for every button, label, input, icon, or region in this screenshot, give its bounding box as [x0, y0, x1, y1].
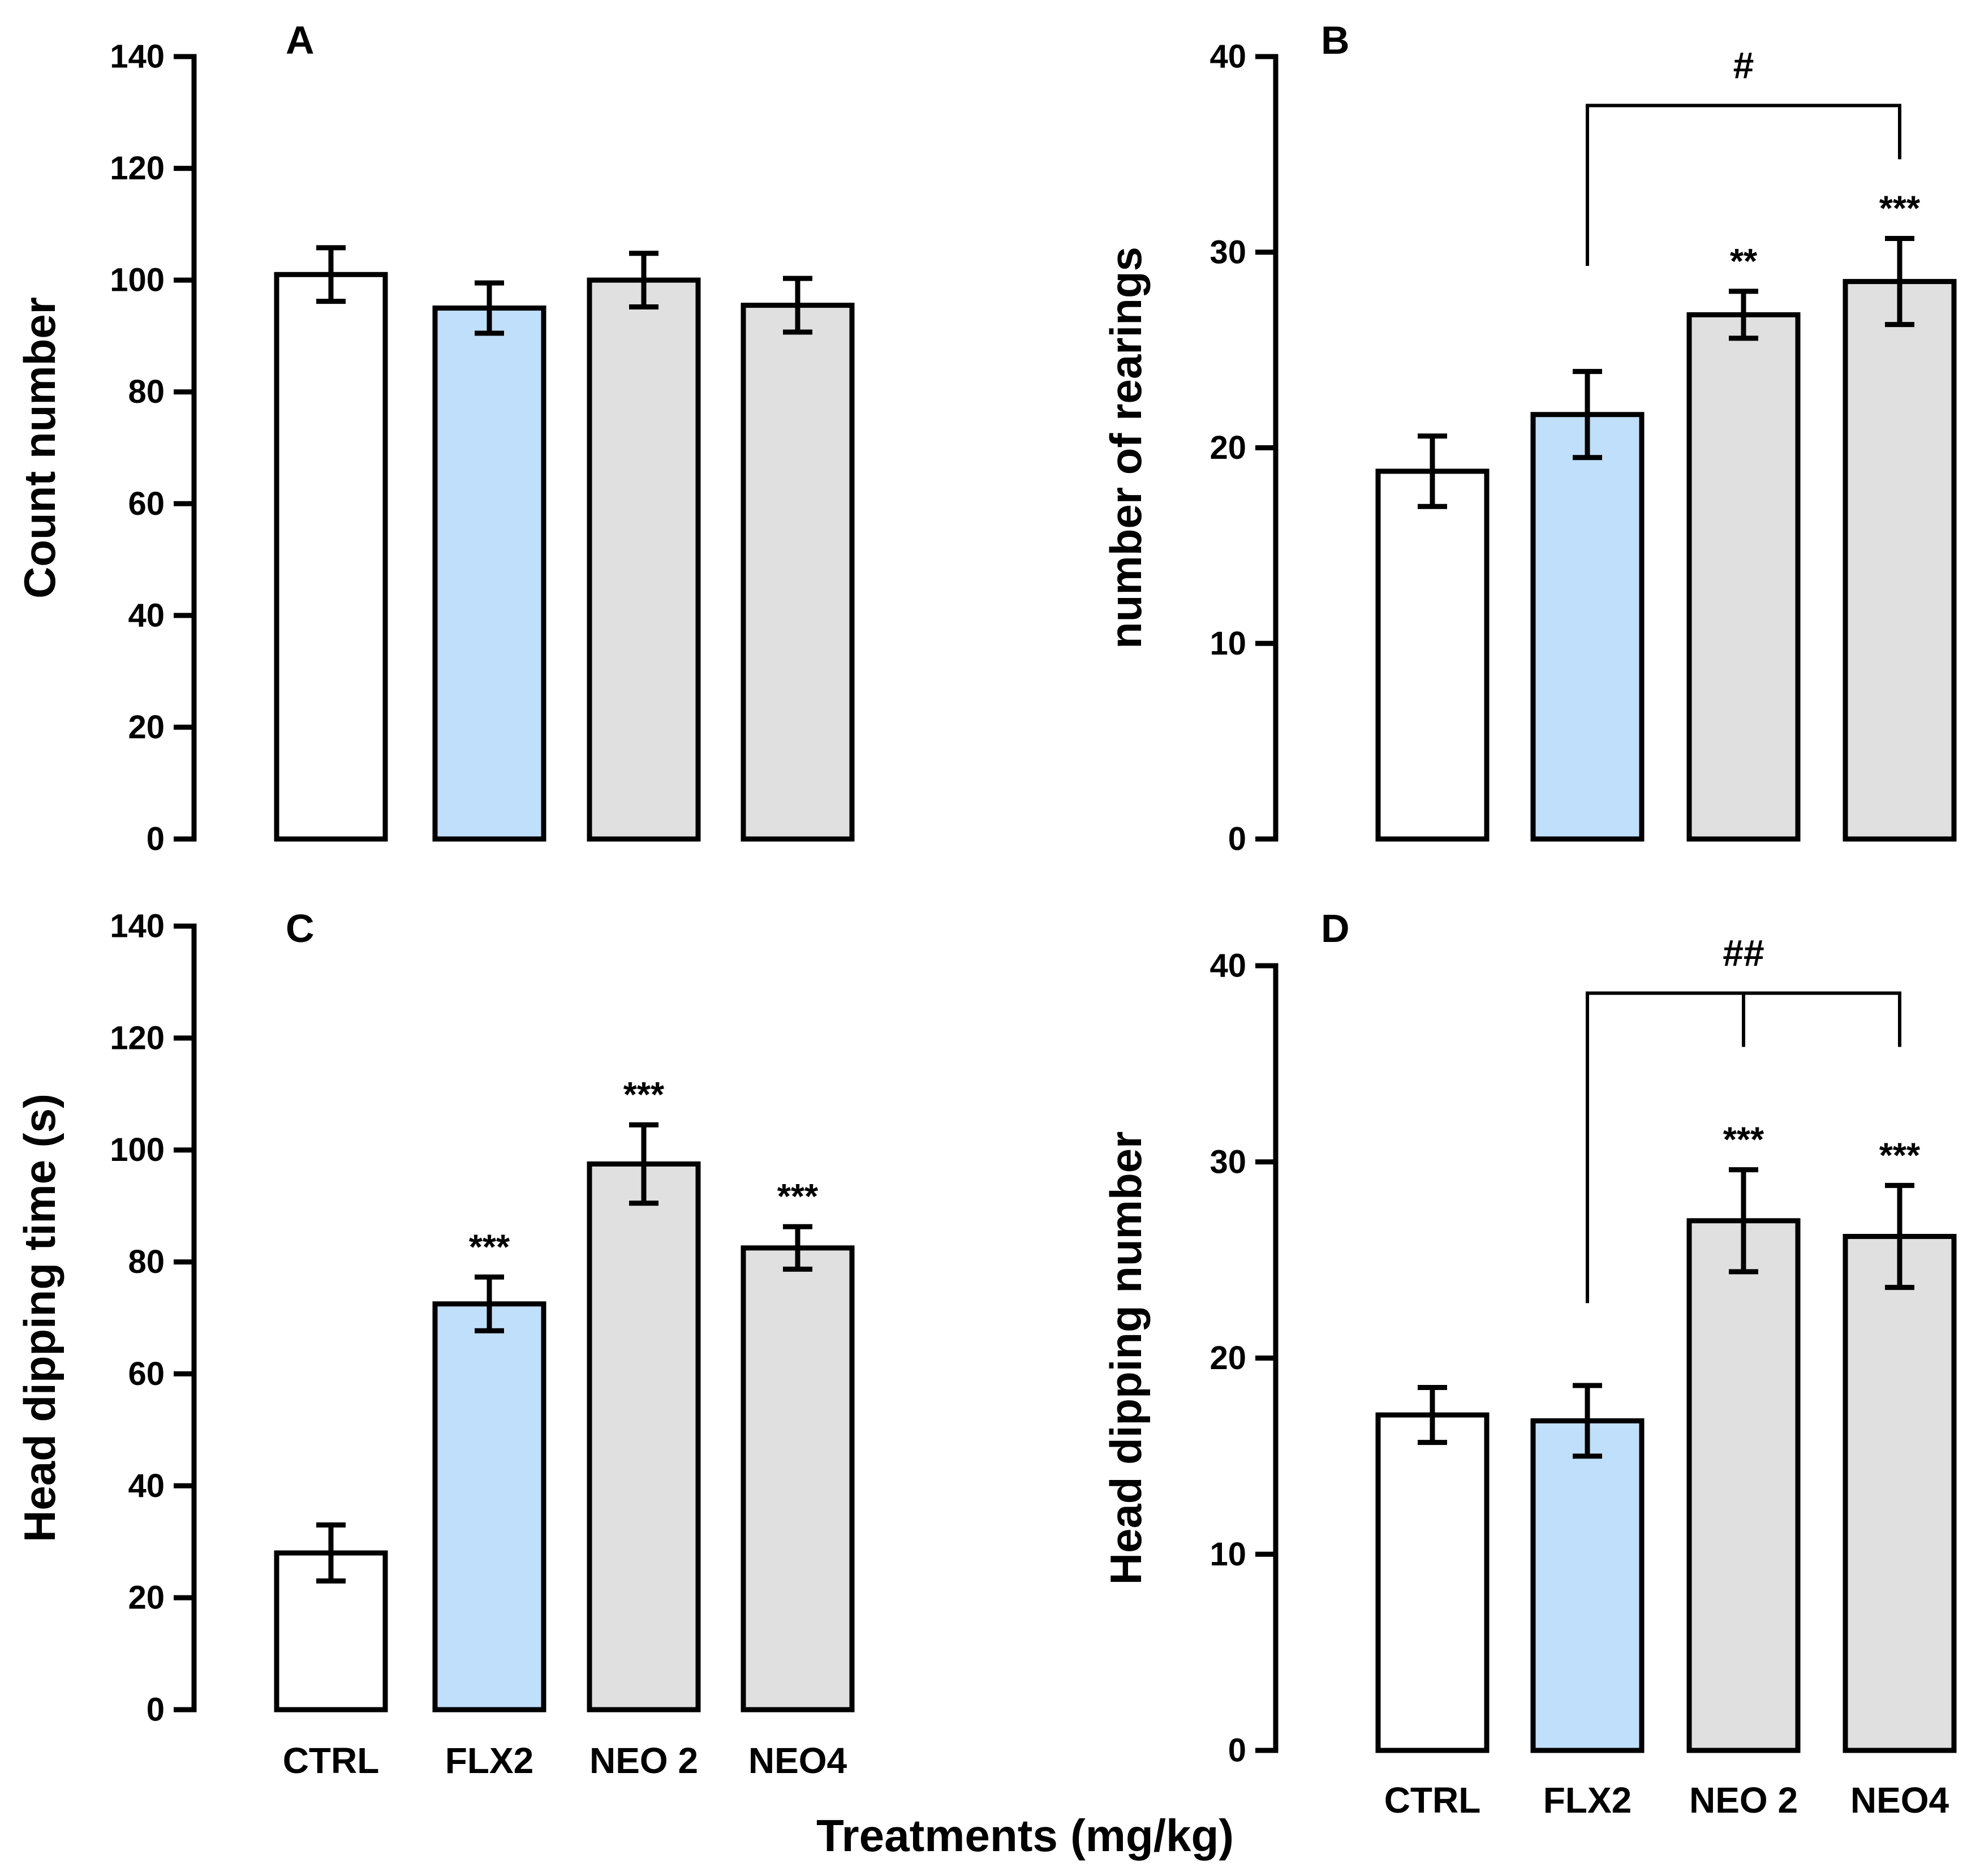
significance-label: *** — [1723, 1121, 1764, 1160]
bar — [1530, 1418, 1645, 1753]
significance-label: *** — [777, 1177, 819, 1216]
significance-label: *** — [1879, 190, 1921, 229]
bar — [1843, 1234, 1957, 1753]
bar — [1375, 1412, 1490, 1753]
category-label: FLX2 — [445, 1740, 533, 1781]
y-tick-label: 40 — [128, 597, 165, 634]
y-tick-label: 120 — [110, 150, 165, 187]
bar — [741, 303, 855, 842]
y-tick-label: 40 — [1209, 38, 1246, 75]
significance-label: *** — [469, 1228, 510, 1267]
category-label: NEO 2 — [1689, 1780, 1798, 1821]
y-tick-label: 80 — [128, 373, 165, 410]
bar — [587, 1161, 701, 1713]
significance-label: *** — [623, 1075, 665, 1115]
category-label: NEO4 — [748, 1740, 847, 1781]
bar — [432, 306, 546, 842]
y-tick-label: 0 — [1228, 821, 1246, 858]
y-axis-title: number of rearings — [1101, 247, 1151, 649]
y-tick-label: 60 — [128, 1356, 165, 1392]
y-tick-label: 60 — [128, 485, 165, 522]
y-tick-label: 140 — [110, 908, 165, 945]
category-label: NEO4 — [1850, 1780, 1949, 1821]
y-tick-label: 30 — [1209, 1143, 1246, 1180]
y-tick-label: 40 — [1209, 948, 1246, 984]
y-tick-label: 10 — [1209, 625, 1246, 662]
panel-letter: C — [286, 906, 315, 950]
y-tick-label: 0 — [1228, 1732, 1246, 1769]
bar — [1530, 412, 1645, 842]
bracket-label: # — [1733, 44, 1754, 86]
y-tick-label: 10 — [1209, 1536, 1246, 1573]
y-tick-label: 100 — [110, 1131, 165, 1168]
x-axis-title: Treatments (mg/kg) — [816, 1810, 1234, 1861]
y-tick-label: 30 — [1209, 234, 1246, 270]
y-axis-title: Count number — [15, 297, 64, 599]
y-axis-title: Head dipping number — [1101, 1131, 1151, 1585]
significance-label: ** — [1730, 242, 1758, 281]
bar — [1375, 468, 1490, 842]
y-tick-label: 0 — [147, 1692, 165, 1728]
panel-letter: D — [1321, 906, 1350, 950]
y-tick-label: 100 — [110, 262, 165, 299]
y-tick-label: 20 — [128, 709, 165, 746]
significance-label: *** — [1879, 1136, 1921, 1175]
bar — [1686, 312, 1801, 842]
category-label: FLX2 — [1543, 1780, 1632, 1821]
y-tick-label: 140 — [110, 38, 165, 75]
y-tick-label: 0 — [147, 821, 165, 858]
panel-c: C Head dipping time (s) 0 20 40 60 80 100 120 140… — [15, 906, 855, 1781]
panel-letter: A — [286, 18, 315, 62]
y-tick-label: 20 — [1209, 1340, 1246, 1376]
bracket-label: ## — [1723, 932, 1764, 974]
bar — [587, 277, 701, 842]
panel-d: D Head dipping number 0 10 20 30 40 CTRL FLX2 ***… — [1101, 906, 1957, 1821]
panel-a: A Count number 0 20 40 60 80 100 120 140 — [15, 18, 855, 858]
y-axis-title: Head dipping time (s) — [15, 1094, 64, 1542]
comparison-bracket: ## — [1586, 932, 1901, 1303]
panel-letter: B — [1321, 18, 1350, 62]
bar — [274, 272, 388, 842]
bar — [432, 1301, 546, 1713]
bar — [741, 1245, 855, 1713]
y-tick-label: 80 — [128, 1244, 165, 1280]
y-tick-label: 20 — [1209, 429, 1246, 466]
category-label: CTRL — [1384, 1780, 1481, 1821]
y-tick-label: 20 — [128, 1580, 165, 1616]
y-tick-label: 40 — [128, 1468, 165, 1504]
bar — [1843, 279, 1957, 842]
category-label: CTRL — [283, 1740, 380, 1781]
y-tick-label: 120 — [110, 1019, 165, 1056]
bar — [1686, 1218, 1801, 1753]
category-label: NEO 2 — [589, 1740, 698, 1781]
comparison-bracket: # — [1586, 44, 1901, 266]
